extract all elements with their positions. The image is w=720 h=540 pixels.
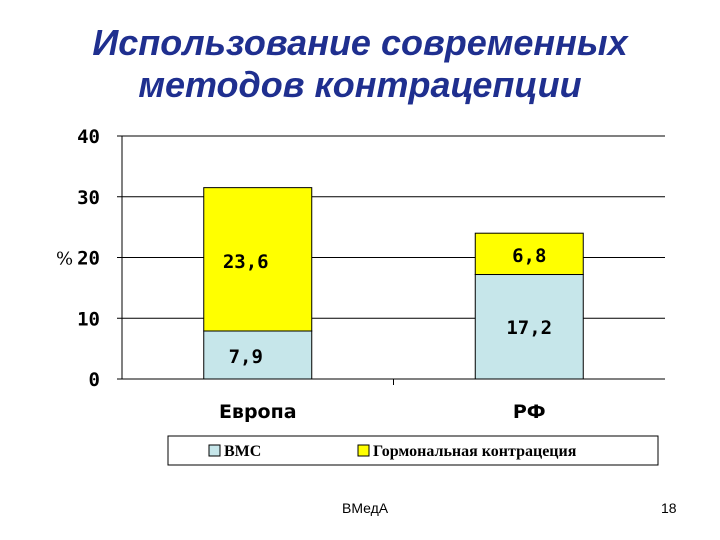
legend-label-1: Гормональная контрацеция <box>373 443 577 460</box>
legend-label-0: ВМС <box>224 443 261 460</box>
x-tick-label-0: Европа <box>219 401 297 423</box>
bar-1-series-1 <box>474 232 584 276</box>
footer-text: ВМедА <box>342 500 389 516</box>
labels: Европа РФ 7,9 23,6 17,2 6,8 <box>219 245 552 423</box>
data-label-0-1: 23,6 <box>223 251 269 273</box>
slide-title-line-2: методов контрацепции <box>138 64 582 105</box>
y-tick-label-0: 0 <box>89 369 100 391</box>
y-axis-label: % <box>56 249 73 270</box>
legend-swatch-1 <box>357 444 370 457</box>
y-tick-label-10: 10 <box>77 308 100 330</box>
data-label-1-1: 6,8 <box>512 245 546 267</box>
slide-title: Использование современных методов контра… <box>0 22 720 106</box>
data-label-0-0: 7,9 <box>229 346 263 368</box>
legend-swatch-0 <box>208 444 221 457</box>
slide-title-line-1: Использование современных <box>92 22 628 63</box>
y-tick-label-20: 20 <box>77 248 100 270</box>
page-number: 18 <box>661 500 677 516</box>
axes: 0 10 20 30 40% <box>56 126 665 391</box>
legend: ВМС Гормональная контрацеция <box>167 435 659 466</box>
x-tick-label-1: РФ <box>513 401 546 423</box>
legend-box <box>167 435 659 466</box>
y-tick-label-40: 40 <box>77 126 100 148</box>
data-label-1-0: 17,2 <box>506 317 552 339</box>
y-tick-label-30: 30 <box>77 187 100 209</box>
bar-0-series-1 <box>203 187 313 332</box>
